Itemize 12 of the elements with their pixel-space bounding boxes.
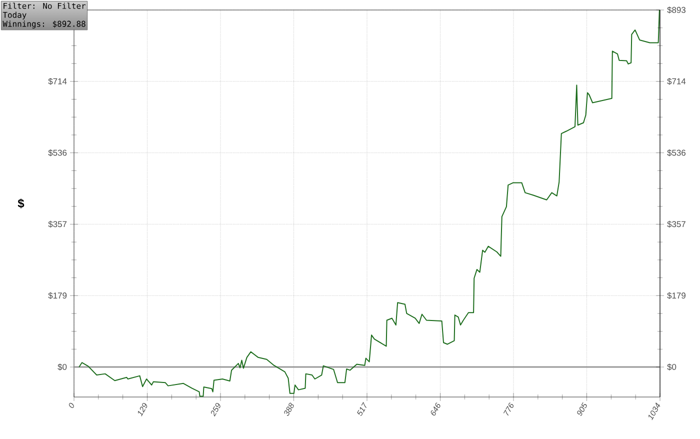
y-tick-label: $714 — [48, 78, 67, 85]
y2-tick-label: $357 — [667, 220, 686, 228]
y2-tick-label: $714 — [667, 78, 686, 85]
y-axis-title: $ — [18, 198, 24, 208]
y-tick-label: $536 — [48, 149, 67, 156]
y2-tick-label: $893 — [667, 6, 686, 14]
y-tick-label: $179 — [48, 292, 67, 300]
y2-tick-label: $536 — [667, 149, 686, 156]
y-tick-label: $0 — [58, 364, 67, 370]
y-tick-label: $357 — [48, 220, 67, 228]
y2-tick-label: $179 — [667, 292, 686, 300]
y2-tick-label: $0 — [667, 364, 676, 370]
